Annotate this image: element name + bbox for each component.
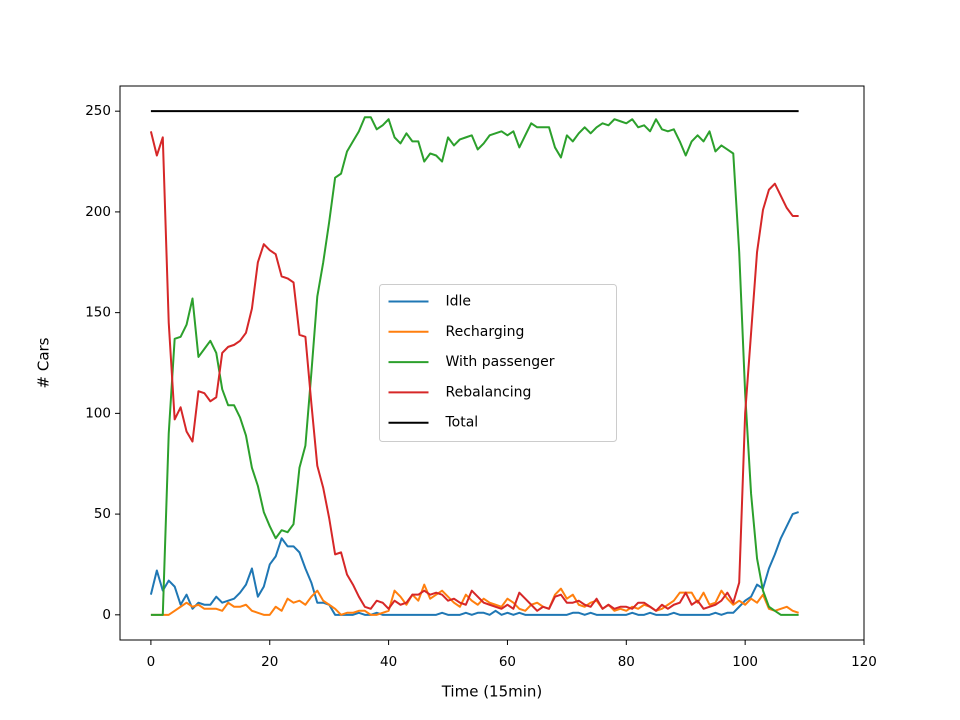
y-tick-label: 250 xyxy=(85,103,111,119)
legend: Idle Recharging With passenger Rebalancing T… xyxy=(379,284,617,442)
legend-label: Total xyxy=(445,415,479,431)
x-tick-label: 100 xyxy=(732,654,758,670)
x-tick-label: 0 xyxy=(147,654,156,670)
plot-frame xyxy=(119,85,865,641)
y-tick-label: 150 xyxy=(85,305,111,321)
y-tick-label: 0 xyxy=(102,607,111,623)
series-line xyxy=(149,131,799,612)
legend-label: Idle xyxy=(446,294,472,310)
x-tick-label: 40 xyxy=(380,654,397,670)
series-line xyxy=(150,583,799,616)
x-axis-label: Time (15min) xyxy=(441,683,543,701)
y-axis-label: # Cars xyxy=(35,337,53,388)
legend-box xyxy=(379,284,617,442)
x-tick-label: 80 xyxy=(618,654,635,670)
y-tick-label: 100 xyxy=(85,405,111,421)
legend-label: With passenger xyxy=(446,354,555,370)
y-tick-label: 50 xyxy=(94,506,111,522)
series-line xyxy=(150,116,799,616)
x-tick-label: 120 xyxy=(851,654,877,670)
legend-label: Rebalancing xyxy=(446,384,532,400)
legend-label: Recharging xyxy=(446,324,525,340)
x-tick-label: 60 xyxy=(499,654,516,670)
y-tick-label: 200 xyxy=(85,204,111,220)
x-tick-label: 20 xyxy=(261,654,278,670)
series-line xyxy=(149,511,799,616)
